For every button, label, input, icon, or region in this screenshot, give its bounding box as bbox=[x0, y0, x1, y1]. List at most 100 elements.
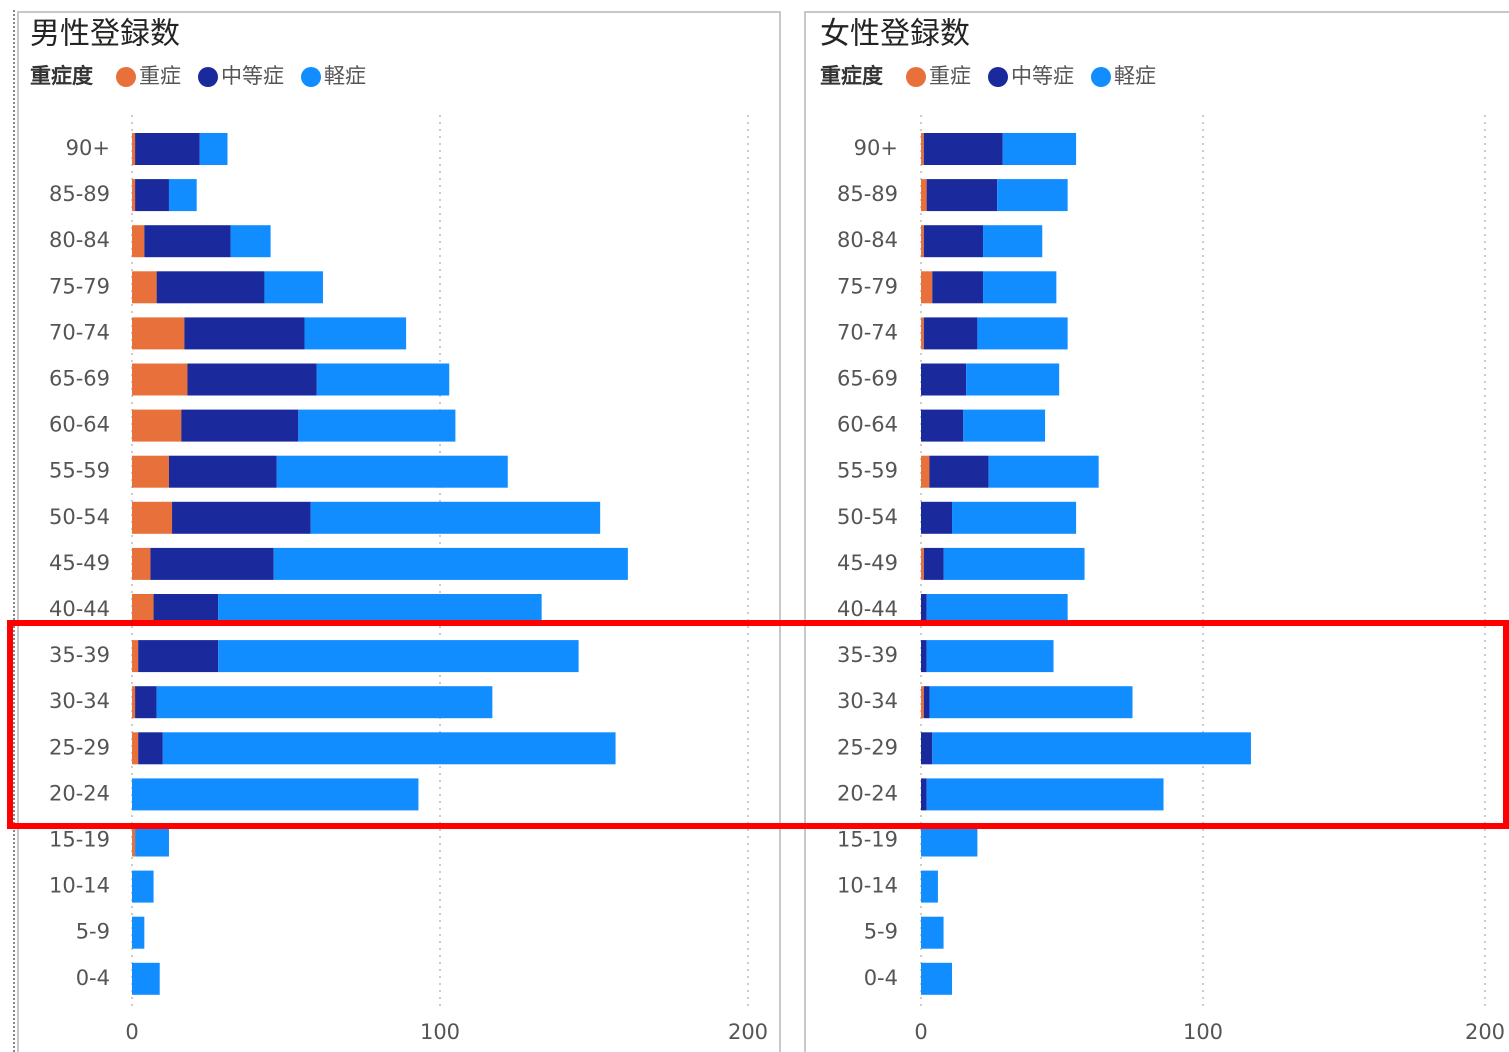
chart-title: 女性登録数 bbox=[820, 17, 970, 52]
x-tick-label: 200 bbox=[1465, 1020, 1505, 1044]
x-tick-label: 0 bbox=[125, 1020, 138, 1044]
bar bbox=[921, 501, 953, 534]
bar bbox=[132, 225, 145, 258]
bar bbox=[988, 455, 1099, 488]
y-tick-label: 80-84 bbox=[837, 228, 898, 252]
bar bbox=[921, 778, 927, 811]
bar bbox=[926, 179, 998, 212]
y-tick-label: 10-14 bbox=[49, 874, 110, 898]
legend-title: 重症度 bbox=[820, 64, 883, 88]
bar bbox=[298, 409, 456, 442]
x-tick-label: 200 bbox=[728, 1020, 768, 1044]
legend-marker bbox=[906, 67, 926, 87]
y-tick-label: 75-79 bbox=[837, 274, 898, 298]
y-tick-label: 20-24 bbox=[837, 781, 898, 805]
legend-marker bbox=[301, 67, 321, 87]
y-tick-label: 30-34 bbox=[49, 689, 110, 713]
bar bbox=[921, 409, 964, 442]
y-tick-label: 35-39 bbox=[837, 643, 898, 667]
y-tick-label: 5-9 bbox=[864, 920, 898, 944]
y-tick-label: 15-19 bbox=[49, 828, 110, 852]
legend-label: 軽症 bbox=[1114, 64, 1156, 88]
bar bbox=[132, 594, 154, 626]
x-tick-label: 0 bbox=[914, 1020, 927, 1044]
y-tick-label: 70-74 bbox=[837, 320, 898, 344]
bar bbox=[156, 686, 493, 719]
bar bbox=[921, 363, 967, 396]
bar bbox=[132, 271, 157, 304]
y-tick-label: 90+ bbox=[854, 136, 898, 160]
bar bbox=[132, 962, 160, 995]
legend-label: 中等症 bbox=[221, 64, 284, 88]
bar bbox=[952, 501, 1077, 534]
bar bbox=[138, 732, 163, 765]
bar bbox=[921, 179, 927, 212]
bar bbox=[230, 225, 271, 258]
bar bbox=[132, 133, 136, 165]
bar bbox=[132, 640, 139, 673]
bar bbox=[921, 271, 933, 304]
x-tick-label: 100 bbox=[1183, 1020, 1223, 1044]
y-tick-label: 10-14 bbox=[837, 874, 898, 898]
bar bbox=[132, 409, 182, 442]
bar bbox=[199, 133, 228, 165]
bar bbox=[168, 179, 197, 212]
y-tick-label: 40-44 bbox=[837, 597, 898, 621]
legend-label: 中等症 bbox=[1011, 64, 1074, 88]
y-tick-label: 55-59 bbox=[49, 459, 110, 483]
bar bbox=[921, 916, 944, 949]
bar bbox=[921, 732, 933, 765]
bar bbox=[132, 778, 419, 811]
panel-border bbox=[17, 11, 781, 1052]
y-tick-label: 55-59 bbox=[837, 459, 898, 483]
bar bbox=[132, 179, 136, 212]
legend-marker bbox=[988, 67, 1008, 87]
x-tick-label: 100 bbox=[420, 1020, 460, 1044]
bar bbox=[929, 686, 1133, 719]
bar bbox=[923, 225, 984, 258]
y-tick-label: 0-4 bbox=[76, 966, 110, 990]
y-tick-label: 25-29 bbox=[49, 735, 110, 759]
bar bbox=[218, 640, 579, 673]
y-tick-label: 50-54 bbox=[49, 505, 110, 529]
legend-label: 重症 bbox=[139, 64, 181, 88]
bar bbox=[966, 363, 1060, 396]
bar bbox=[132, 363, 188, 396]
bar bbox=[132, 547, 151, 580]
bar bbox=[921, 824, 978, 857]
y-tick-label: 85-89 bbox=[49, 182, 110, 206]
chart-title: 男性登録数 bbox=[30, 17, 180, 52]
bar bbox=[963, 409, 1046, 442]
bar bbox=[273, 547, 628, 580]
bar bbox=[172, 501, 311, 534]
y-tick-label: 15-19 bbox=[837, 828, 898, 852]
bar bbox=[977, 317, 1068, 350]
bar bbox=[132, 824, 136, 857]
bar bbox=[132, 501, 173, 534]
bar bbox=[921, 640, 927, 673]
y-tick-label: 65-69 bbox=[837, 367, 898, 391]
bar bbox=[150, 547, 274, 580]
legend-marker bbox=[116, 67, 136, 87]
bar bbox=[156, 271, 265, 304]
bar bbox=[921, 547, 924, 580]
bar bbox=[144, 225, 231, 258]
y-tick-label: 65-69 bbox=[49, 367, 110, 391]
y-tick-label: 0-4 bbox=[864, 966, 898, 990]
bar bbox=[132, 732, 139, 765]
y-tick-label: 80-84 bbox=[49, 228, 110, 252]
y-tick-label: 70-74 bbox=[49, 320, 110, 344]
legend-label: 軽症 bbox=[324, 64, 366, 88]
bar bbox=[926, 640, 1054, 673]
bar bbox=[983, 225, 1043, 258]
y-tick-label: 45-49 bbox=[49, 551, 110, 575]
bar bbox=[983, 271, 1057, 304]
bar bbox=[923, 686, 930, 719]
y-tick-label: 40-44 bbox=[49, 597, 110, 621]
bar bbox=[310, 501, 601, 534]
bar bbox=[932, 271, 984, 304]
y-tick-label: 35-39 bbox=[49, 643, 110, 667]
bar bbox=[181, 409, 299, 442]
bar bbox=[132, 916, 145, 949]
